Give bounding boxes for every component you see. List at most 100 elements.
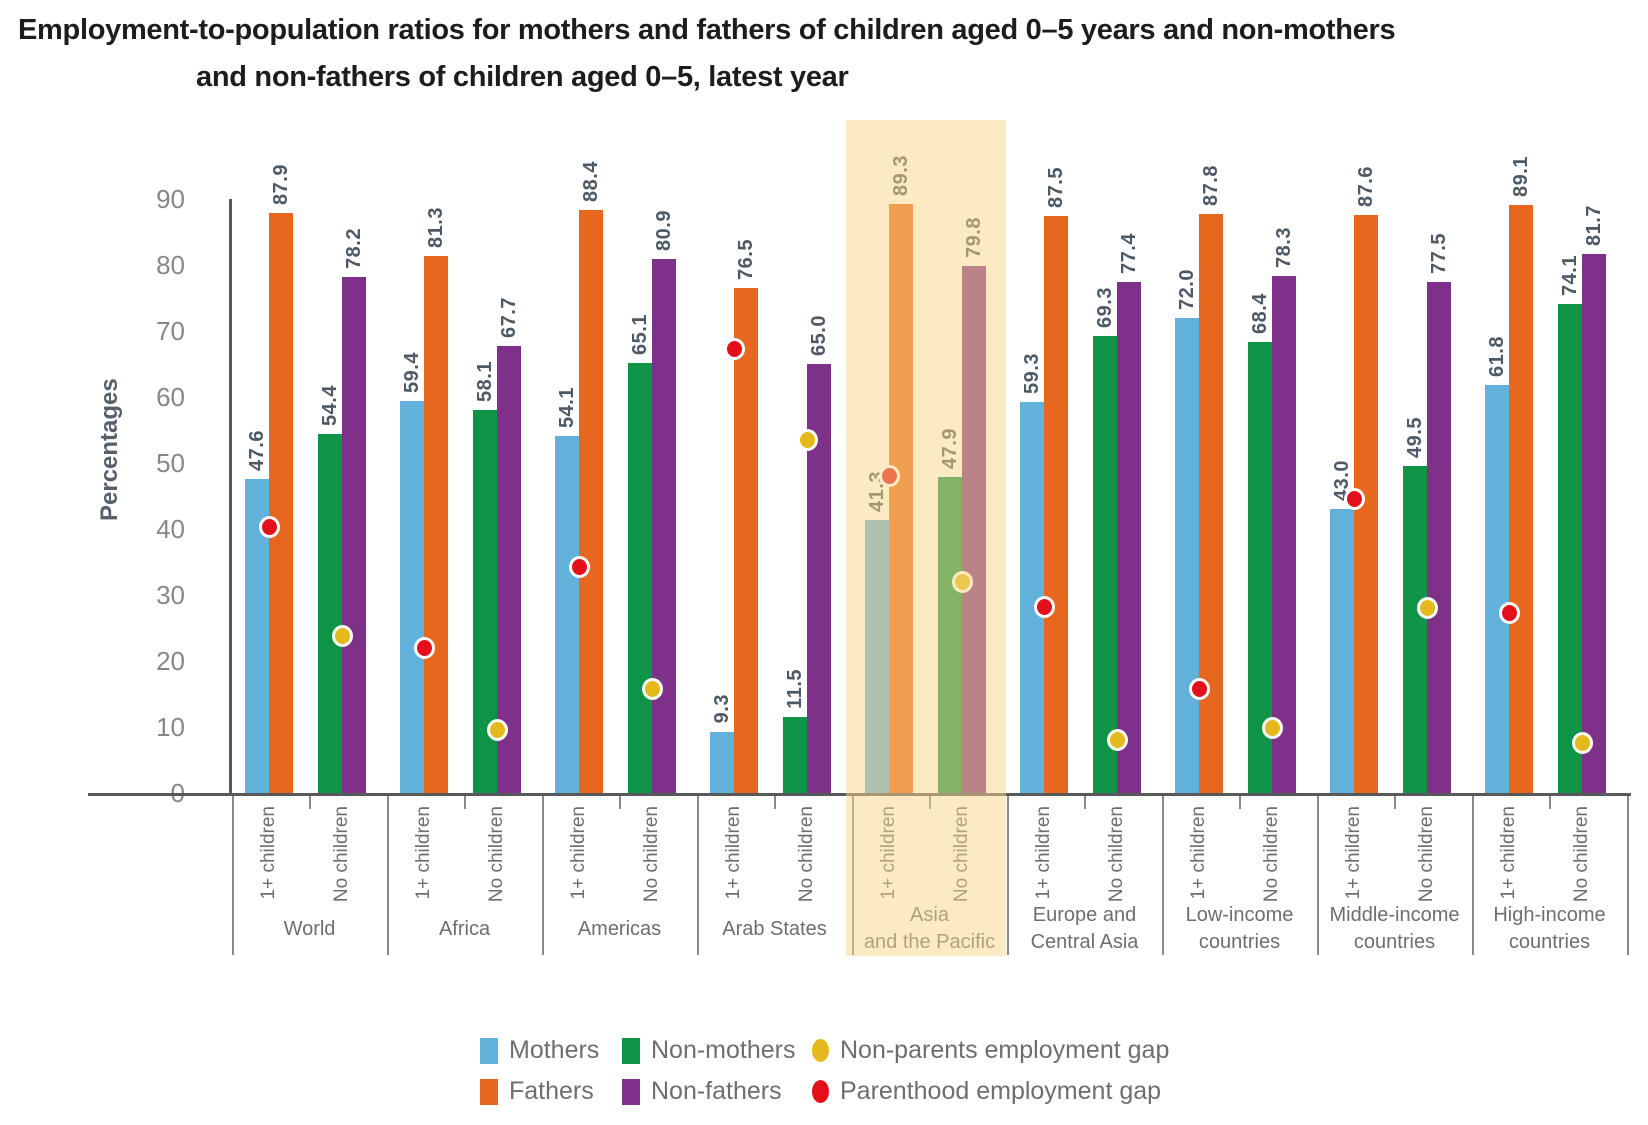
legend-label-Non-mothers: Non-mothers (651, 1036, 796, 1064)
group-label-Africa: Africa (389, 898, 540, 960)
bar-non_mothers-World (318, 433, 342, 793)
value-label-fathers-Middle-income countries: 87.6 (1355, 165, 1377, 207)
gap-dot-non_parents_gap-World (332, 624, 353, 647)
bar-mothers-Americas (555, 435, 579, 793)
group-label-Europe and Central Asia: Europe and Central Asia (1009, 898, 1160, 960)
group-label-Arab States: Arab States (699, 898, 850, 960)
pair-label-No children-Middle-income countries: No children (1416, 806, 1437, 903)
group-label-Low-income countries: Low-income countries (1164, 898, 1315, 960)
bar-fathers-Asia and the Pacific (889, 203, 913, 793)
pair-label-No children-World: No children (331, 806, 352, 903)
bar-fathers-Low-income countries (1199, 213, 1223, 793)
legend-dot-parenthood_gap (812, 1080, 829, 1103)
value-label-fathers-Low-income countries: 87.8 (1200, 164, 1222, 206)
gap-dot-non_parents_gap-High-income countries (1572, 731, 1593, 754)
bar-fathers-World (269, 212, 293, 793)
value-label-mothers-World: 47.6 (246, 429, 268, 471)
value-label-non_mothers-Asia and the Pacific: 47.9 (939, 427, 961, 469)
bar-non_fathers-World (342, 276, 366, 793)
bar-non_fathers-Asia and the Pacific (962, 266, 986, 793)
y-tick-40: 40 (156, 514, 185, 544)
value-label-non_mothers-World: 54.4 (319, 385, 341, 426)
bar-non_mothers-Arab States (783, 717, 807, 793)
legend-row-1: Mothers Non-mothers Non-parents employment… (480, 1030, 1169, 1071)
bar-non_mothers-Asia and the Pacific (938, 476, 962, 793)
gap-dot-parenthood_gap-Europe and Central Asia (1034, 595, 1055, 618)
gap-dot-parenthood_gap-Arab States (724, 338, 745, 361)
value-label-non_mothers-Low-income countries: 68.4 (1249, 292, 1271, 334)
group-label-line: Low-income (1185, 904, 1294, 926)
value-label-mothers-Americas: 54.1 (556, 387, 578, 428)
pair-tick (1549, 796, 1551, 809)
group-label-World: World (234, 898, 385, 960)
bar-non_fathers-Europe and Central Asia (1117, 282, 1141, 793)
legend-label-Non-parents employment gap: Non-parents employment gap (840, 1036, 1170, 1064)
group-label-High-income countries: High-income countries (1474, 898, 1625, 960)
gap-dot-non_parents_gap-Low-income countries (1262, 716, 1283, 739)
legend-label-Fathers: Fathers (509, 1077, 594, 1105)
gap-dot-non_parents_gap-Africa (487, 718, 508, 741)
group-separator (387, 796, 389, 955)
bar-fathers-High-income countries (1509, 204, 1533, 793)
y-tick-90: 90 (156, 184, 185, 214)
pair-label-No children-Europe and Central Asia: No children (1106, 806, 1127, 903)
group-label-Americas: Americas (544, 898, 695, 960)
value-label-fathers-High-income countries: 89.1 (1510, 156, 1532, 197)
legend-label-Mothers: Mothers (509, 1036, 600, 1064)
value-label-mothers-High-income countries: 61.8 (1486, 336, 1508, 378)
value-label-fathers-Europe and Central Asia: 87.5 (1045, 166, 1067, 208)
bar-fathers-Europe and Central Asia (1044, 215, 1068, 793)
legend-dot-non_parents_gap (812, 1039, 829, 1062)
value-label-non_fathers-Low-income countries: 78.3 (1273, 227, 1295, 269)
bar-fathers-Africa (424, 256, 448, 793)
bar-mothers-Low-income countries (1175, 317, 1199, 793)
pair-label-1+ children-Low-income countries: 1+ children (1188, 806, 1209, 900)
value-label-non_fathers-Middle-income countries: 77.5 (1428, 232, 1450, 274)
bar-non_fathers-High-income countries (1582, 253, 1606, 793)
value-label-non_fathers-High-income countries: 81.7 (1583, 204, 1605, 246)
group-label-line: Asia (910, 904, 949, 926)
bar-mothers-Asia and the Pacific (865, 520, 889, 793)
value-label-non_fathers-Europe and Central Asia: 77.4 (1118, 233, 1140, 275)
value-label-mothers-Africa: 59.4 (401, 352, 423, 393)
value-label-non_mothers-Europe and Central Asia: 69.3 (1094, 286, 1116, 328)
bar-non_fathers-Middle-income countries (1427, 281, 1451, 793)
group-label-line: Arab States (722, 917, 827, 940)
y-tick-60: 60 (156, 382, 185, 412)
chart-title-line1: Employment-to-population ratios for moth… (18, 14, 1396, 46)
bar-non_mothers-High-income countries (1558, 303, 1582, 793)
legend-row-2: Fathers Non-fathers Parenthood employment … (480, 1071, 1169, 1112)
value-label-fathers-Americas: 88.4 (580, 160, 602, 202)
x-axis-baseline (88, 793, 1631, 796)
group-separator (1007, 796, 1009, 955)
value-label-non_mothers-Middle-income countries: 49.5 (1404, 417, 1426, 459)
gap-dot-parenthood_gap-Middle-income countries (1344, 487, 1365, 510)
pair-label-No children-Asia and the Pacific: No children (951, 806, 972, 903)
group-label-line: Middle-income (1329, 904, 1460, 926)
value-label-non_fathers-Africa: 67.7 (498, 297, 520, 339)
legend-swatch-fathers (480, 1078, 498, 1105)
pair-label-No children-Arab States: No children (796, 806, 817, 903)
bar-non_fathers-Low-income countries (1272, 276, 1296, 793)
group-label-Middle-income countries: Middle-income countries (1319, 898, 1470, 960)
group-label-line: countries (1353, 931, 1436, 953)
pair-label-No children-Africa: No children (486, 806, 507, 903)
y-tick-10: 10 (156, 712, 185, 742)
legend-swatch-non_fathers (622, 1078, 640, 1105)
pair-tick (929, 796, 931, 809)
gap-dot-non_parents_gap-Arab States (797, 428, 818, 451)
pair-label-1+ children-High-income countries: 1+ children (1498, 806, 1519, 900)
value-label-non_fathers-Americas: 80.9 (653, 210, 675, 252)
gap-dot-parenthood_gap-Low-income countries (1189, 677, 1210, 700)
value-label-fathers-Africa: 81.3 (425, 207, 447, 249)
legend-item-Fathers: Fathers (480, 1077, 622, 1106)
y-tick-80: 80 (156, 250, 185, 280)
pair-label-No children-Americas: No children (641, 806, 662, 903)
group-separator (232, 796, 234, 955)
legend-label-Non-fathers: Non-fathers (651, 1077, 782, 1105)
legend-item-Non-fathers: Non-fathers (622, 1077, 812, 1106)
value-label-fathers-Arab States: 76.5 (735, 239, 757, 281)
value-label-non_mothers-Arab States: 11.5 (784, 669, 806, 710)
group-label-line: High-income (1493, 904, 1606, 926)
